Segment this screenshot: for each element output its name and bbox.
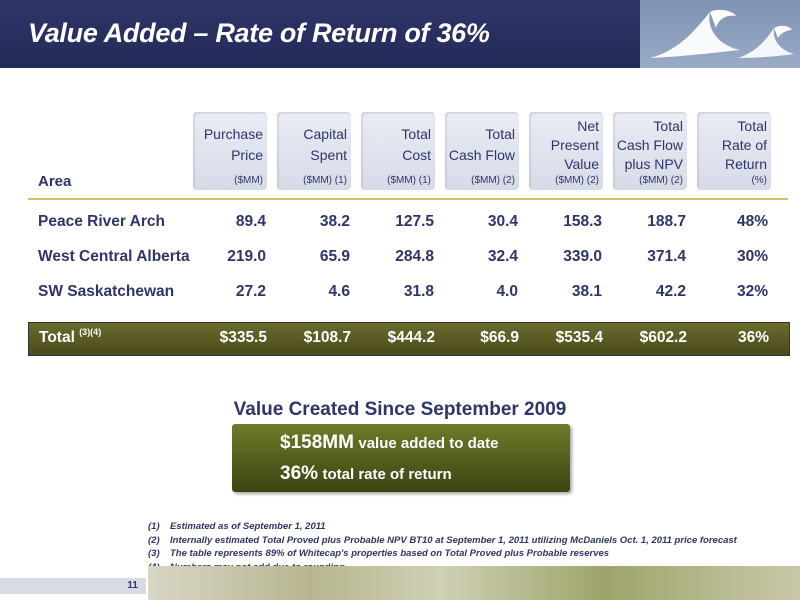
table-row: Peace River Arch 89.4 38.2 127.5 30.4 15… — [28, 208, 788, 238]
cell-total-cash-flow: 4.0 — [496, 283, 518, 300]
wave-logo-icon — [650, 9, 794, 58]
total-name: Total — [39, 329, 75, 346]
header-divider — [28, 198, 788, 200]
cell-npv: $535.4 — [555, 329, 603, 346]
header-unit: ($MM) — [234, 175, 263, 186]
header-line: Cash Flow — [616, 137, 683, 153]
footnote-text: Estimated as of September 1, 2011 — [170, 521, 326, 532]
header-line: Spent — [310, 147, 347, 163]
col-header-npv: Net Present Value ($MM) (2) — [529, 112, 603, 190]
header-line: Present — [550, 137, 599, 153]
cell-rate-of-return: 30% — [736, 248, 768, 265]
col-header-rate-of-return: Total Rate of Return (%) — [697, 112, 771, 190]
cell-purchase-price: $335.5 — [219, 329, 267, 346]
cell-purchase-price: 27.2 — [235, 283, 266, 300]
footnote-number: (2) — [148, 534, 160, 546]
header-line: Cost — [402, 147, 431, 163]
company-logo — [640, 0, 800, 68]
cell-cash-flow-plus-npv: $602.2 — [639, 329, 687, 346]
cell-cash-flow-plus-npv: 371.4 — [647, 248, 686, 265]
value-added-caption: value added to date — [358, 435, 499, 452]
cell-purchase-price: 219.0 — [227, 248, 266, 265]
cell-capital-spent: 4.6 — [328, 283, 350, 300]
cell-total-cost: $444.2 — [387, 329, 435, 346]
cell-capital-spent: 65.9 — [319, 248, 350, 265]
header-line: Purchase — [203, 126, 263, 142]
page-number: 11 — [127, 580, 138, 591]
returns-table: Area Purchase Price ($MM) Capital Spent … — [28, 110, 790, 356]
cell-total-cost: 284.8 — [395, 248, 434, 265]
rate-of-return-line: 36% total rate of return — [280, 463, 452, 485]
cell-purchase-price: 89.4 — [235, 213, 266, 230]
header-unit: ($MM) (2) — [555, 175, 599, 186]
header-line: plus NPV — [624, 156, 683, 172]
header-unit: ($MM) (2) — [471, 175, 515, 186]
col-header-capital-spent: Capital Spent ($MM) (1) — [277, 112, 351, 190]
cell-rate-of-return: 32% — [736, 283, 768, 300]
footnote: (1) Estimated as of September 1, 2011 — [148, 520, 737, 534]
cell-capital-spent: $108.7 — [303, 329, 351, 346]
cell-cash-flow-plus-npv: 42.2 — [655, 283, 686, 300]
slide-title: Value Added – Rate of Return of 36% — [28, 18, 490, 48]
table-row: SW Saskatchewan 27.2 4.6 31.8 4.0 38.1 4… — [28, 278, 788, 308]
rate-of-return-amount: 36% — [280, 463, 319, 484]
header-line: Total — [737, 118, 767, 134]
row-name: Peace River Arch — [38, 213, 165, 230]
value-summary-box: $158MM value added to date 36% total rat… — [232, 424, 570, 492]
col-header-cash-flow-plus-npv: Total Cash Flow plus NPV ($MM) (2) — [613, 112, 687, 190]
total-footnote-ref: (3)(4) — [79, 327, 102, 337]
row-name: SW Saskatchewan — [38, 283, 175, 300]
header-unit: (%) — [751, 175, 767, 186]
footnote: (3) The table represents 89% of Whitecap'… — [148, 547, 737, 561]
footnote-text: Internally estimated Total Proved plus P… — [170, 534, 737, 546]
cell-total-cost: 127.5 — [395, 213, 434, 230]
cell-total-cash-flow: 30.4 — [487, 213, 518, 230]
header-line: Return — [724, 156, 767, 172]
footnote: (2) Internally estimated Total Proved plu… — [148, 534, 737, 548]
footer-landscape-image — [148, 566, 800, 600]
header-line: Total — [653, 118, 683, 134]
value-created-title: Value Created Since September 2009 — [233, 399, 567, 420]
table-header-row: Area Purchase Price ($MM) Capital Spent … — [28, 110, 788, 194]
row-name: West Central Alberta — [38, 248, 190, 265]
header-line: Value — [564, 156, 599, 172]
header-line: Net — [577, 118, 599, 134]
header-unit: ($MM) (1) — [387, 175, 431, 186]
value-added-amount: $158MM — [280, 432, 354, 453]
cell-total-cash-flow: 32.4 — [487, 248, 518, 265]
cell-cash-flow-plus-npv: 188.7 — [647, 213, 686, 230]
total-label: Total (3)(4) — [39, 327, 102, 347]
footnote-number: (3) — [148, 548, 160, 559]
page-number-box: 11 — [0, 578, 146, 594]
cell-total-cost: 31.8 — [403, 283, 434, 300]
cell-npv: 339.0 — [563, 248, 602, 265]
header-unit: ($MM) (2) — [639, 175, 683, 186]
header-line: Rate of — [721, 137, 767, 153]
cell-capital-spent: 38.2 — [319, 213, 350, 230]
col-header-total-cost: Total Cost ($MM) (1) — [361, 112, 435, 190]
footnote-number: (1) — [148, 521, 160, 532]
value-added-line: $158MM value added to date — [280, 432, 498, 454]
table-row: West Central Alberta 219.0 65.9 284.8 32… — [28, 243, 788, 273]
header-line: Total — [401, 126, 431, 142]
total-row: Total (3)(4) $335.5 $108.7 $444.2 $66.9 … — [28, 322, 790, 356]
cell-rate-of-return: 36% — [737, 329, 769, 346]
header-line: Price — [231, 147, 263, 163]
header-line: Total — [485, 126, 515, 142]
slide-header: Value Added – Rate of Return of 36% — [0, 0, 640, 68]
cell-rate-of-return: 48% — [736, 213, 768, 230]
cell-total-cash-flow: $66.9 — [480, 329, 519, 346]
rate-of-return-caption: total rate of return — [322, 466, 452, 483]
cell-npv: 38.1 — [571, 283, 602, 300]
header-unit: ($MM) (1) — [303, 175, 347, 186]
area-column-header: Area — [38, 173, 72, 190]
header-line: Cash Flow — [448, 147, 515, 163]
header-line: Capital — [303, 126, 347, 142]
col-header-total-cash-flow: Total Cash Flow ($MM) (2) — [445, 112, 519, 190]
cell-npv: 158.3 — [563, 213, 602, 230]
col-header-purchase-price: Purchase Price ($MM) — [193, 112, 267, 190]
footnote-text: The table represents 89% of Whitecap's p… — [170, 548, 610, 559]
